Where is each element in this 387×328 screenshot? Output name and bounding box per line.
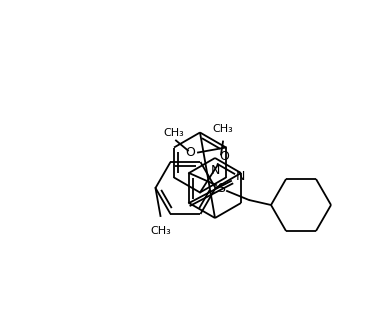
Text: CH₃: CH₃	[150, 226, 171, 236]
Text: CH₃: CH₃	[212, 124, 233, 133]
Text: S: S	[217, 181, 225, 195]
Text: N: N	[210, 163, 220, 176]
Text: N: N	[236, 170, 245, 182]
Text: O: O	[185, 146, 195, 159]
Text: CH₃: CH₃	[164, 128, 184, 137]
Text: O: O	[219, 150, 229, 162]
